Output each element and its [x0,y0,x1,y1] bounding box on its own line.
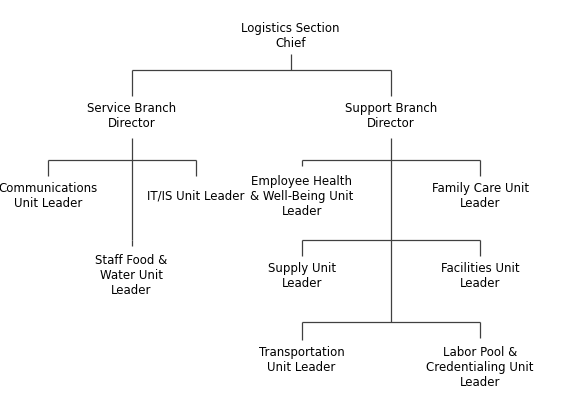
Text: Support Branch
Director: Support Branch Director [345,102,437,130]
Text: Transportation
Unit Leader: Transportation Unit Leader [259,346,345,374]
Text: Labor Pool &
Credentialing Unit
Leader: Labor Pool & Credentialing Unit Leader [426,346,534,389]
Text: Staff Food &
Water Unit
Leader: Staff Food & Water Unit Leader [95,255,168,297]
Text: Communications
Unit Leader: Communications Unit Leader [0,182,98,210]
Text: Family Care Unit
Leader: Family Care Unit Leader [432,182,529,210]
Text: Facilities Unit
Leader: Facilities Unit Leader [441,262,519,290]
Text: IT/IS Unit Leader: IT/IS Unit Leader [147,190,245,203]
Text: Service Branch
Director: Service Branch Director [87,102,176,130]
Text: Employee Health
& Well-Being Unit
Leader: Employee Health & Well-Being Unit Leader [250,175,353,218]
Text: Supply Unit
Leader: Supply Unit Leader [268,262,336,290]
Text: Logistics Section
Chief: Logistics Section Chief [241,22,340,50]
